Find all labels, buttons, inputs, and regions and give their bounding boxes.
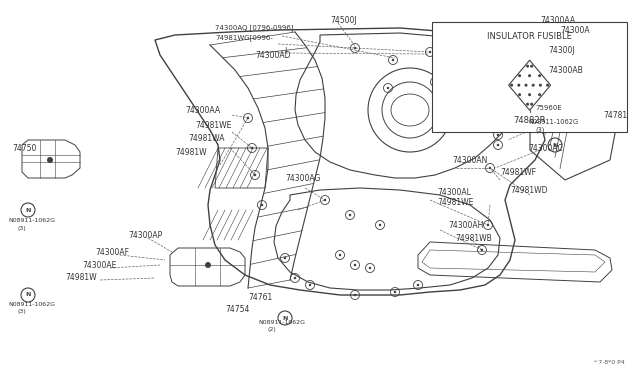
Circle shape bbox=[417, 284, 419, 286]
Bar bbox=[432, 22, 627, 132]
Text: 74300AB: 74300AB bbox=[548, 65, 583, 74]
Text: 74761: 74761 bbox=[248, 294, 272, 302]
Text: N: N bbox=[552, 142, 557, 148]
Text: 74300AA: 74300AA bbox=[540, 16, 575, 25]
Circle shape bbox=[477, 74, 479, 76]
Circle shape bbox=[434, 81, 436, 83]
Circle shape bbox=[354, 264, 356, 266]
Text: 74300J: 74300J bbox=[548, 45, 575, 55]
Text: 74981WB: 74981WB bbox=[455, 234, 492, 243]
Circle shape bbox=[47, 157, 53, 163]
Text: 74781: 74781 bbox=[603, 110, 627, 119]
Text: 74300AC: 74300AC bbox=[528, 144, 563, 153]
Text: 74300AD: 74300AD bbox=[255, 51, 291, 60]
Circle shape bbox=[510, 84, 513, 87]
Circle shape bbox=[284, 257, 286, 259]
Circle shape bbox=[497, 134, 499, 136]
Text: 74981WD: 74981WD bbox=[510, 186, 547, 195]
Text: 74300AF: 74300AF bbox=[95, 247, 129, 257]
Text: 74300AE: 74300AE bbox=[82, 260, 116, 269]
Circle shape bbox=[518, 74, 521, 77]
Text: 74981WF: 74981WF bbox=[500, 167, 536, 176]
Text: N: N bbox=[26, 292, 31, 298]
Text: N08911-1062G: N08911-1062G bbox=[258, 320, 305, 324]
Circle shape bbox=[504, 114, 506, 116]
Circle shape bbox=[260, 204, 263, 206]
Circle shape bbox=[525, 84, 527, 87]
Text: 74754: 74754 bbox=[225, 305, 250, 314]
Text: 74300AA: 74300AA bbox=[185, 106, 220, 115]
Circle shape bbox=[539, 84, 542, 87]
Text: 74300AL: 74300AL bbox=[437, 187, 471, 196]
Text: 74981WE: 74981WE bbox=[437, 198, 474, 206]
Circle shape bbox=[392, 59, 394, 61]
Text: 74981W: 74981W bbox=[175, 148, 207, 157]
Text: 74981WE: 74981WE bbox=[195, 121, 232, 129]
Text: 75960E: 75960E bbox=[535, 105, 562, 111]
Circle shape bbox=[253, 174, 256, 176]
Circle shape bbox=[369, 267, 371, 269]
Text: (3): (3) bbox=[535, 127, 545, 133]
Circle shape bbox=[504, 104, 506, 106]
Circle shape bbox=[394, 291, 396, 293]
Text: 74300AN: 74300AN bbox=[452, 155, 488, 164]
Text: 74981WG[0996-: 74981WG[0996- bbox=[215, 35, 273, 41]
Circle shape bbox=[538, 93, 541, 96]
Text: N08911-1062G: N08911-1062G bbox=[8, 218, 55, 222]
Circle shape bbox=[461, 44, 463, 46]
Text: (3): (3) bbox=[18, 225, 27, 231]
Text: N: N bbox=[282, 315, 288, 321]
Text: ^7·8*0 P4: ^7·8*0 P4 bbox=[593, 359, 625, 365]
Circle shape bbox=[528, 93, 531, 96]
Circle shape bbox=[532, 84, 534, 87]
Circle shape bbox=[530, 103, 533, 106]
Text: 74882R: 74882R bbox=[513, 116, 546, 125]
Circle shape bbox=[481, 249, 483, 251]
Circle shape bbox=[354, 294, 356, 296]
Text: J: J bbox=[247, 47, 287, 53]
Text: 74500J: 74500J bbox=[330, 16, 356, 25]
Circle shape bbox=[379, 224, 381, 226]
Text: 74981WA: 74981WA bbox=[188, 134, 225, 142]
Circle shape bbox=[324, 199, 326, 201]
Text: N: N bbox=[26, 208, 31, 212]
Circle shape bbox=[526, 65, 529, 68]
Circle shape bbox=[497, 144, 499, 146]
Circle shape bbox=[546, 84, 549, 87]
Text: 74300AP: 74300AP bbox=[128, 231, 163, 240]
Circle shape bbox=[526, 103, 529, 106]
Circle shape bbox=[429, 51, 431, 53]
Circle shape bbox=[517, 84, 520, 87]
Circle shape bbox=[507, 87, 509, 89]
Circle shape bbox=[247, 117, 249, 119]
Text: 74750: 74750 bbox=[12, 144, 36, 153]
Circle shape bbox=[349, 214, 351, 216]
Text: 74300AQ [0796-0996]: 74300AQ [0796-0996] bbox=[215, 25, 294, 31]
Text: (2): (2) bbox=[268, 327, 276, 333]
Circle shape bbox=[487, 224, 489, 226]
Circle shape bbox=[538, 74, 541, 77]
Text: (3): (3) bbox=[18, 310, 27, 314]
Circle shape bbox=[339, 254, 341, 256]
Text: 74981W: 74981W bbox=[65, 273, 97, 282]
Circle shape bbox=[354, 47, 356, 49]
Circle shape bbox=[294, 277, 296, 279]
Text: 74300AG: 74300AG bbox=[285, 173, 321, 183]
Circle shape bbox=[308, 284, 311, 286]
Circle shape bbox=[528, 74, 531, 77]
Circle shape bbox=[251, 147, 253, 149]
Text: N08911-1062G: N08911-1062G bbox=[528, 119, 578, 125]
Text: INSULATOR FUSIBLE: INSULATOR FUSIBLE bbox=[487, 32, 572, 41]
Text: 74300A: 74300A bbox=[560, 26, 589, 35]
Circle shape bbox=[530, 65, 533, 68]
Text: 74300AH: 74300AH bbox=[448, 221, 483, 230]
Circle shape bbox=[387, 87, 389, 89]
Circle shape bbox=[205, 262, 211, 268]
Circle shape bbox=[489, 167, 492, 169]
Text: N08911-1062G: N08911-1062G bbox=[8, 302, 55, 308]
Circle shape bbox=[518, 93, 521, 96]
